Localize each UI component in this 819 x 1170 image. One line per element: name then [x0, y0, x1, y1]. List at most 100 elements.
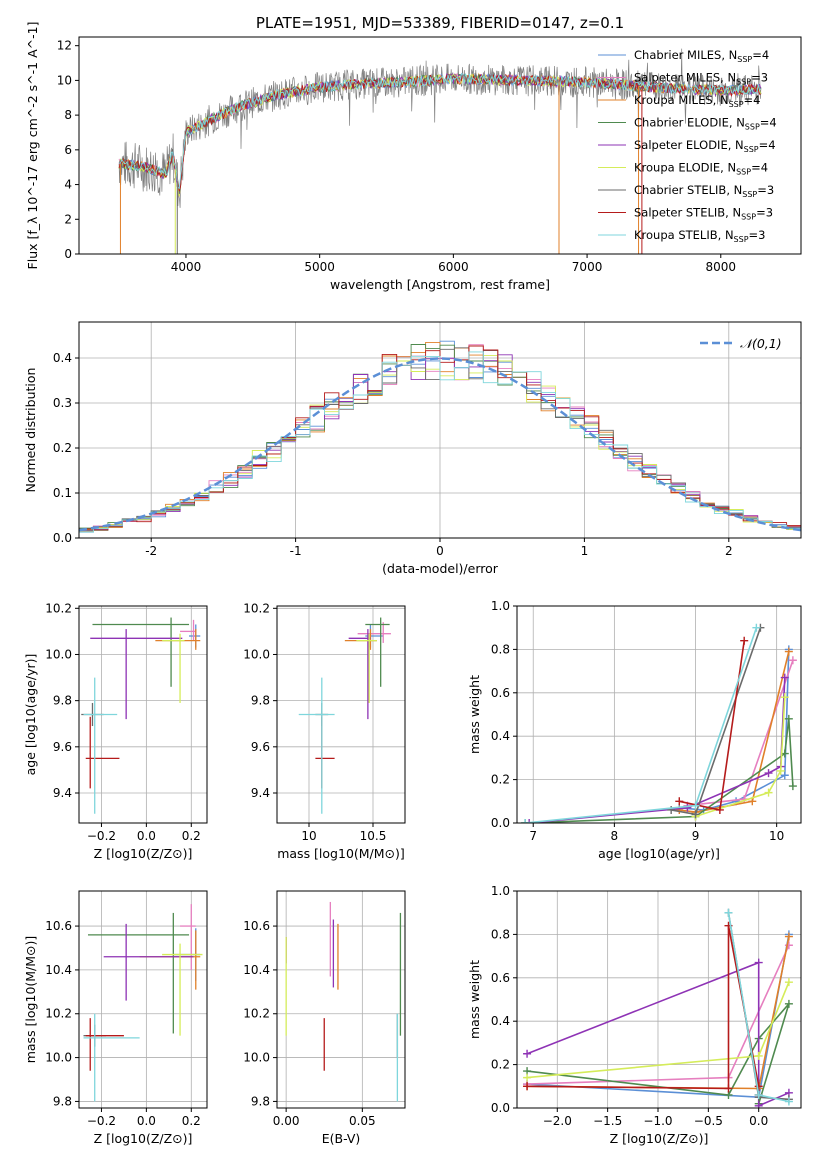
- tick-label-y: 10.2: [243, 1007, 270, 1021]
- tick-label-y: 2: [64, 212, 72, 226]
- legend-n: N: [735, 138, 744, 152]
- weight-marker: [691, 801, 700, 810]
- axes-frame: [276, 605, 406, 824]
- weight-marker: [780, 771, 789, 780]
- tick-label-x: −0.5: [694, 1114, 723, 1128]
- tick-label-y: 10.0: [45, 647, 72, 661]
- axis-label-x: Z [log10(Z/Z⊙)]: [94, 846, 193, 861]
- tick-label-x: 0.0: [137, 829, 156, 843]
- weight-marker: [754, 1090, 763, 1099]
- weight-line-salpeter-stelib: [679, 640, 745, 811]
- tick-label-x: -1: [290, 544, 302, 558]
- axis-label-y: Flux [f_λ 10^-17 erg cm^-2 s^-1 A^-1]: [25, 22, 40, 270]
- weight-marker: [523, 1073, 532, 1082]
- tick-label-y: 9.4: [251, 786, 270, 800]
- tick-label-x: 0: [436, 544, 444, 558]
- tick-label-y: 10.2: [45, 1007, 72, 1021]
- legend-label-salpeter-stelib: Salpeter STELIB, NSSP=3: [634, 206, 773, 222]
- legend-sub: SSP: [745, 123, 760, 132]
- tick-label-x: 7000: [572, 260, 603, 274]
- errorbar-salpeter-miles: [180, 619, 196, 641]
- errorbar-salpeter-miles: [357, 622, 391, 643]
- legend-n: N: [732, 206, 741, 220]
- tick-label-y: 9.8: [251, 1094, 270, 1108]
- plot-area: [79, 340, 801, 538]
- weight-marker: [523, 1049, 532, 1058]
- tick-label-x: 0.00: [273, 1114, 300, 1128]
- weight-marker: [754, 1051, 763, 1060]
- legend-n: N: [734, 183, 743, 197]
- weight-marker: [784, 647, 793, 656]
- plot-area: [83, 904, 203, 1102]
- tick-label-y: 0.6: [491, 971, 510, 985]
- legend-n: N: [736, 116, 745, 130]
- legend-label-chabrier-stelib: Chabrier STELIB, NSSP=3: [634, 183, 774, 199]
- tick-label-y: 10.2: [45, 601, 72, 615]
- tick-label-x: 8: [611, 829, 619, 843]
- tick-label-y: 9.6: [251, 740, 270, 754]
- weight-marker: [724, 1084, 733, 1093]
- weight-marker: [683, 803, 692, 812]
- tick-label-x: 9: [692, 829, 700, 843]
- legend-label-salpeter-miles: Salpeter MILES, NSSP=3: [634, 71, 768, 87]
- tick-label-y: 9.8: [251, 694, 270, 708]
- plot-area: [523, 908, 793, 1108]
- weight-marker: [724, 908, 733, 917]
- axis-label-x: wavelength [Angstrom, rest frame]: [330, 277, 550, 292]
- legend-eq: =3: [751, 71, 768, 85]
- weight-marker: [784, 714, 793, 723]
- tick-label-x: 2: [725, 544, 733, 558]
- axis-label-x: E(B-V): [322, 1131, 361, 1146]
- weight-marker: [754, 1101, 763, 1108]
- axis-label-x: Z [log10(Z/Z⊙)]: [94, 1131, 193, 1146]
- tick-label-y: 4: [64, 178, 72, 192]
- legend-sub: SSP: [737, 55, 752, 64]
- tick-label-x: 10: [301, 829, 316, 843]
- tick-label-y: 0.4: [491, 1014, 510, 1028]
- weight-marker: [784, 1097, 793, 1106]
- tick-label-y: 0.2: [53, 441, 72, 455]
- weight-marker: [521, 819, 530, 823]
- legend-eq: =4: [752, 48, 769, 62]
- errorbar-kroupa-stelib: [83, 1013, 140, 1102]
- legend-sub: SSP: [741, 213, 756, 222]
- tick-label-y: 12: [57, 39, 72, 53]
- tick-label-x: 10: [769, 829, 784, 843]
- tick-label-x: 0.05: [349, 1114, 376, 1128]
- weight-marker: [675, 797, 684, 806]
- weight-line-salpeter-elodie: [526, 961, 790, 1108]
- tick-label-y: 0.4: [491, 729, 510, 743]
- model-spectrum-kroupa-stelib: [118, 73, 762, 190]
- panel-massweight_vs_age: 7 8 9 10 0.0 0.2 0.4 0.6 0.8 1.0 age [log10(age/yr…: [467, 599, 802, 861]
- legend-label-kroupa-elodie: Kroupa ELODIE, NSSP=4: [634, 161, 768, 177]
- errorbar-chabrier-elodie: [87, 912, 190, 1034]
- panel-spectrum: 4000 5000 6000 7000 8000 0 2 4 6 8 10 12 wavelength …: [25, 22, 802, 292]
- errorbar-chabrier-elodie: [365, 617, 390, 687]
- legend-n: N: [725, 228, 734, 242]
- legend-sub: SSP: [742, 190, 757, 199]
- weight-marker: [523, 1082, 532, 1091]
- legend-eq: =4: [751, 161, 768, 175]
- tick-label-x: 10.5: [360, 829, 387, 843]
- tick-label-x: −1.0: [643, 1114, 672, 1128]
- errorbar-salpeter-elodie: [348, 629, 371, 720]
- weight-marker: [784, 999, 793, 1008]
- panels: 4000 5000 6000 7000 8000024681012wavelength …: [23, 22, 802, 1146]
- weight-marker: [788, 782, 797, 791]
- axes-frame: [516, 890, 802, 1109]
- panel-residuals: -2 -1 0 1 2 0.0 0.1 0.2 0.3 0.4 (data-model)/error…: [23, 321, 802, 576]
- weight-marker: [754, 958, 763, 967]
- weight-line-chabrier-elodie: [525, 718, 794, 823]
- tick-label-x: 7: [529, 829, 537, 843]
- tick-label-y: 10.6: [45, 919, 72, 933]
- errorbar-chabrier-miles: [189, 624, 201, 648]
- legend-eq: =4: [744, 93, 761, 107]
- weight-line-kroupa-elodie: [695, 697, 786, 818]
- legend-sub: SSP: [736, 168, 751, 177]
- legend-n: N: [720, 93, 729, 107]
- tick-label-y: 0.2: [491, 773, 510, 787]
- legend-eq: =4: [759, 138, 776, 152]
- tick-label-y: 0.6: [491, 686, 510, 700]
- spectrum-legend: Chabrier MILES, NSSP=4 Salpeter MILES, NS…: [598, 48, 777, 244]
- plot-area: [521, 623, 797, 823]
